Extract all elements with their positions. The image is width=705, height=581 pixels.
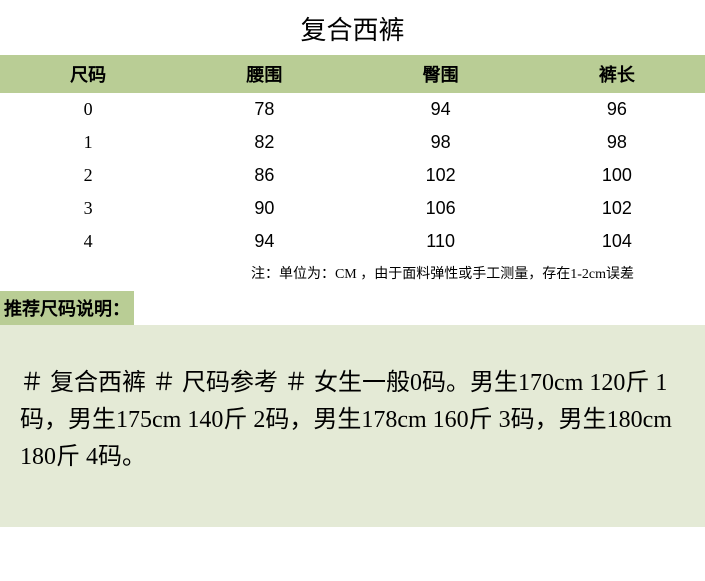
cell-hip: 98 [353,126,529,159]
col-header-length: 裤长 [529,55,705,93]
recommendation-label: 推荐尺码说明： [0,291,134,325]
col-header-waist: 腰围 [176,55,352,93]
cell-size: 3 [0,192,176,225]
cell-size: 1 [0,126,176,159]
table-header-row: 尺码 腰围 臀围 裤长 [0,55,705,93]
cell-size: 0 [0,93,176,126]
cell-waist: 82 [176,126,352,159]
table-row: 2 86 102 100 [0,159,705,192]
cell-hip: 94 [353,93,529,126]
cell-length: 104 [529,225,705,258]
cell-size: 4 [0,225,176,258]
cell-hip: 110 [353,225,529,258]
cell-length: 100 [529,159,705,192]
recommendation-text: ＃ 复合西裤 ＃ 尺码参考 ＃ 女生一般0码。男生170cm 120斤 1码，男… [20,370,672,470]
cell-size: 2 [0,159,176,192]
cell-length: 102 [529,192,705,225]
table-row: 3 90 106 102 [0,192,705,225]
cell-waist: 90 [176,192,352,225]
measurement-note: 注：单位为：CM ，由于面料弹性或手工测量，存在1-2cm误差 [0,258,705,291]
cell-waist: 78 [176,93,352,126]
cell-hip: 106 [353,192,529,225]
size-table: 尺码 腰围 臀围 裤长 0 78 94 96 1 82 98 98 2 86 1… [0,55,705,258]
page-title: 复合西裤 [0,0,705,55]
recommendation-box: ＃ 复合西裤 ＃ 尺码参考 ＃ 女生一般0码。男生170cm 120斤 1码，男… [0,325,705,527]
cell-length: 96 [529,93,705,126]
cell-length: 98 [529,126,705,159]
col-header-hip: 臀围 [353,55,529,93]
col-header-size: 尺码 [0,55,176,93]
table-row: 1 82 98 98 [0,126,705,159]
cell-hip: 102 [353,159,529,192]
table-row: 4 94 110 104 [0,225,705,258]
cell-waist: 86 [176,159,352,192]
cell-waist: 94 [176,225,352,258]
table-row: 0 78 94 96 [0,93,705,126]
